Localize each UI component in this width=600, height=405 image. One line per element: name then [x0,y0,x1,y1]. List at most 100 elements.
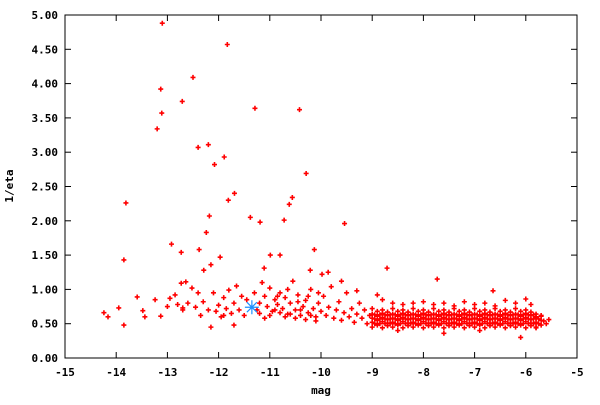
data-point [267,285,273,291]
data-point [218,314,224,320]
data-point [423,321,429,327]
data-point [344,290,350,296]
data-point [364,321,370,327]
data-point [518,313,524,319]
y-tick-label: 2.00 [32,215,59,228]
data-point [513,300,519,306]
data-point [257,300,263,306]
data-point [530,321,536,327]
data-point [178,249,184,255]
data-point [472,324,478,330]
data-point [158,86,164,92]
x-tick-label: -6 [519,366,533,379]
y-tick-label: 2.50 [32,181,59,194]
data-point [533,325,539,331]
data-point [372,312,378,318]
x-tick-label: -10 [311,366,331,379]
data-point [428,312,434,318]
data-point [384,265,390,271]
data-point [377,321,383,327]
data-point [259,280,265,286]
data-point [461,299,467,305]
data-point [257,219,263,225]
data-point [525,321,531,327]
data-point [533,314,539,320]
data-point [518,308,524,314]
data-point [241,312,247,318]
data-point [392,321,398,327]
data-point [311,247,317,253]
y-tick-label: 4.00 [32,78,59,91]
data-point [292,315,298,321]
data-point [216,302,222,308]
data-point [461,307,467,313]
data-point [223,306,229,312]
data-point [295,299,301,305]
data-point [397,321,403,327]
data-point [272,297,278,303]
data-point [505,321,511,327]
data-point [420,325,426,331]
data-point [180,307,186,313]
data-point [318,308,324,314]
data-point [328,284,334,290]
data-point [495,321,501,327]
y-tick-label: 1.50 [32,249,59,262]
data-point [402,312,408,318]
data-point [415,308,421,314]
data-point [469,312,475,318]
data-point [362,307,368,313]
data-point [372,321,378,327]
data-point [536,316,542,322]
data-point [319,271,325,277]
data-point [142,314,148,320]
data-point [446,309,452,315]
data-point [431,301,437,307]
data-point [298,312,304,318]
data-point [331,315,337,321]
data-point [336,299,342,305]
data-point [487,309,493,315]
data-point [408,312,414,318]
data-point [459,321,465,327]
data-point [395,328,401,334]
data-point [443,321,449,327]
data-point [267,252,273,258]
data-point [272,307,278,313]
data-point [274,293,280,299]
data-point [431,324,437,330]
data-point [205,142,211,148]
data-point [541,318,547,324]
data-point [500,321,506,327]
data-point [159,110,165,116]
data-point [443,312,449,318]
data-point [392,312,398,318]
data-point [438,321,444,327]
data-point [456,308,462,314]
data-point [410,306,416,312]
data-point [441,330,447,336]
data-point [289,194,295,200]
data-point [525,312,531,318]
data-point [296,107,302,113]
data-point [507,309,513,315]
data-point [382,321,388,327]
data-point [208,324,214,330]
data-point [536,321,542,327]
data-point [231,190,237,196]
data-point [367,312,373,318]
y-tick-label: 5.00 [32,9,59,22]
data-point [466,309,472,315]
data-point [454,312,460,318]
data-point [167,295,173,301]
data-point [239,293,245,299]
data-point [154,126,160,132]
data-point [315,290,321,296]
data-point [543,321,549,327]
data-point [200,299,206,305]
data-point [189,285,195,291]
data-point [400,325,406,331]
data-point [196,247,202,253]
data-point [354,311,360,317]
data-point [433,312,439,318]
